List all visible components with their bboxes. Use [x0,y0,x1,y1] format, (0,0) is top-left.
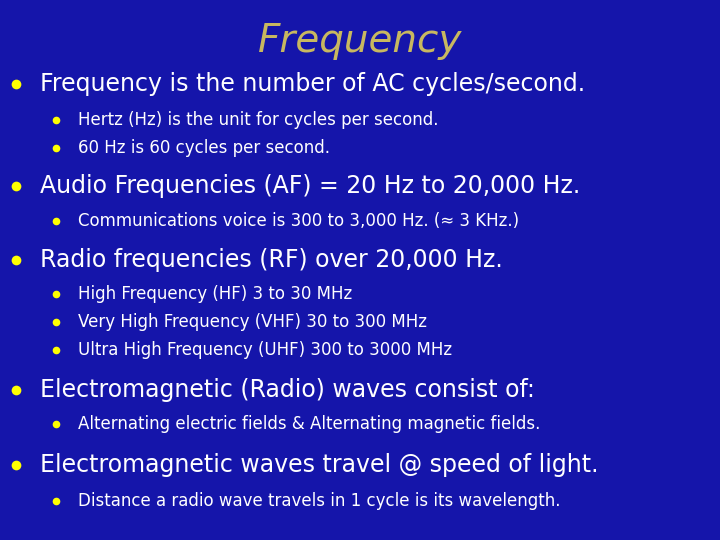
Text: High Frequency (HF) 3 to 30 MHz: High Frequency (HF) 3 to 30 MHz [78,285,352,303]
Text: Ultra High Frequency (UHF) 300 to 3000 MHz: Ultra High Frequency (UHF) 300 to 3000 M… [78,341,452,359]
Text: Alternating electric fields & Alternating magnetic fields.: Alternating electric fields & Alternatin… [78,415,540,433]
Text: Hertz (Hz) is the unit for cycles per second.: Hertz (Hz) is the unit for cycles per se… [78,111,438,129]
Text: Audio Frequencies (AF) = 20 Hz to 20,000 Hz.: Audio Frequencies (AF) = 20 Hz to 20,000… [40,174,580,198]
Text: Electromagnetic waves travel @ speed of light.: Electromagnetic waves travel @ speed of … [40,454,598,477]
Text: Radio frequencies (RF) over 20,000 Hz.: Radio frequencies (RF) over 20,000 Hz. [40,248,503,272]
Text: Very High Frequency (VHF) 30 to 300 MHz: Very High Frequency (VHF) 30 to 300 MHz [78,313,427,331]
Text: Electromagnetic (Radio) waves consist of:: Electromagnetic (Radio) waves consist of… [40,378,534,402]
Text: Communications voice is 300 to 3,000 Hz. (≈ 3 KHz.): Communications voice is 300 to 3,000 Hz.… [78,212,519,231]
Text: 60 Hz is 60 cycles per second.: 60 Hz is 60 cycles per second. [78,139,330,157]
Text: Distance a radio wave travels in 1 cycle is its wavelength.: Distance a radio wave travels in 1 cycle… [78,492,560,510]
Text: Frequency: Frequency [258,22,462,59]
Text: Frequency is the number of AC cycles/second.: Frequency is the number of AC cycles/sec… [40,72,585,96]
